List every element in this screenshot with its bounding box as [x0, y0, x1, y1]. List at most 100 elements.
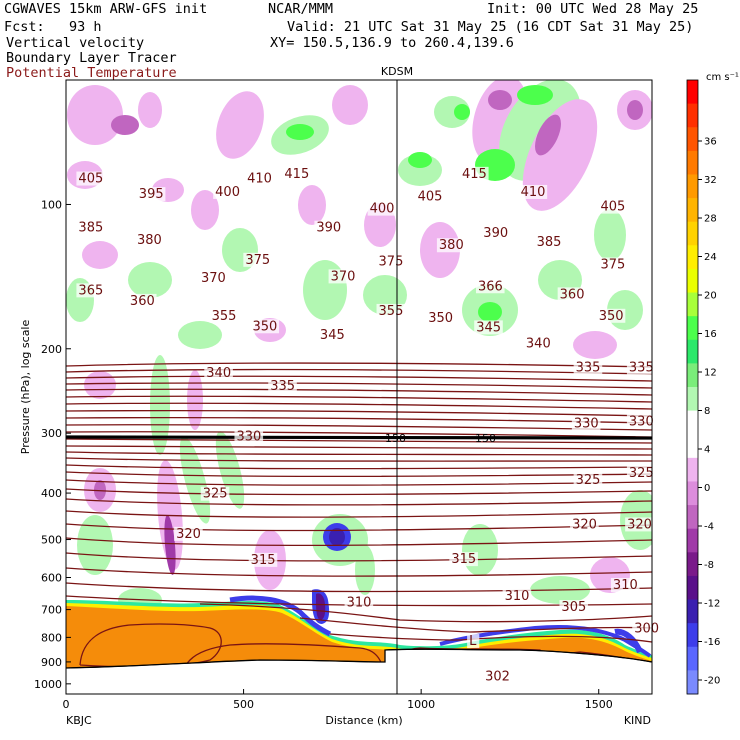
- colorbar-label: 32: [704, 175, 717, 186]
- theta-label: 345: [476, 320, 501, 335]
- theta-label: 330: [574, 417, 599, 432]
- theta-label: 405: [78, 172, 103, 187]
- y-tick-label: 200: [41, 343, 62, 356]
- theta-label-bg: [250, 319, 280, 334]
- theta-label: 325: [203, 487, 228, 502]
- theta-label: L: [469, 634, 477, 649]
- theta-label: 315: [251, 553, 276, 568]
- theta-label-bg: [436, 238, 466, 253]
- colorbar-swatch: [687, 434, 698, 459]
- theta-label-bg: [76, 220, 106, 235]
- colorbar-swatch: [687, 80, 698, 105]
- theta-label-bg: [204, 365, 233, 380]
- theta-label: 360: [560, 287, 585, 302]
- right-station-label: KIND: [624, 714, 651, 727]
- theta-label: 400: [370, 202, 395, 217]
- colorbar-swatch: [687, 292, 698, 317]
- theta-label-bg: [376, 254, 406, 269]
- theta-label: 350: [252, 319, 277, 334]
- theta-label-bg: [557, 287, 587, 302]
- theta-label-bg: [573, 473, 603, 488]
- plot-frame: [65, 79, 653, 695]
- theta-label: 330: [236, 430, 261, 445]
- theta-label: 345: [320, 328, 345, 343]
- theta-label-bg: [459, 166, 489, 181]
- theta-label: 310: [505, 589, 530, 604]
- theta-label-bg: [475, 279, 505, 294]
- y-tick-label: 500: [41, 534, 62, 547]
- theta-label-bg: [198, 270, 228, 285]
- theta-label-bg: [127, 293, 157, 308]
- theta-label-bg: [282, 166, 312, 181]
- y-tick-label: 100: [41, 198, 62, 211]
- colorbar-label: 20: [704, 291, 717, 302]
- theta-label-bg: [502, 589, 532, 604]
- theta-label: 335: [270, 379, 295, 394]
- theta-label-bg: [598, 199, 628, 214]
- theta-label-bg: [328, 269, 358, 284]
- field-boundary-layer-tracer: Boundary Layer Tracer: [6, 50, 177, 66]
- colorbar-swatch: [687, 150, 698, 175]
- theta-label-bg: [200, 486, 230, 501]
- theta-label-bg: [571, 416, 601, 431]
- colorbar-swatch: [687, 670, 698, 695]
- y-tick-label: 800: [41, 631, 62, 644]
- theta-labels: 405 415 415 410 410 405 405 395 400 400 385 380 390 3…: [76, 166, 661, 685]
- theta-label: 300: [634, 621, 659, 636]
- colorbar-swatch: [687, 552, 698, 577]
- theta-label-bg: [376, 303, 406, 318]
- theta-label-bg: [317, 328, 347, 343]
- theta-label: 302: [485, 670, 510, 685]
- theta-label-bg: [626, 414, 656, 429]
- colorbar-swatch: [687, 245, 698, 270]
- colorbar-swatch: [687, 387, 698, 412]
- theta-label-bg: [598, 257, 628, 272]
- theta-label-bg: [136, 187, 166, 202]
- colorbar-swatch: [687, 575, 698, 601]
- colorbar-swatch: [687, 174, 698, 199]
- theta-label: 310: [613, 578, 638, 593]
- model-title: CGWAVES 15km ARW-GFS init: [4, 1, 208, 17]
- theta-label: 380: [137, 233, 162, 248]
- colorbar-label: 36: [704, 137, 717, 148]
- theta-label-bg: [344, 595, 374, 610]
- theta-label-bg: [367, 201, 397, 216]
- colorbar-frame: [686, 79, 699, 695]
- theta-label: 340: [526, 337, 551, 352]
- colorbar-swatch: [687, 457, 698, 482]
- colorbar-swatch: [687, 198, 698, 223]
- colorbar-swatch: [687, 316, 698, 341]
- y-tick-label: 900: [41, 656, 62, 669]
- theta-label-bg: [213, 184, 242, 199]
- y-tick-label: 1000: [34, 678, 62, 691]
- theta-label-bg: [243, 252, 272, 267]
- theta-label-bg: [632, 621, 661, 636]
- theta-label: 340: [206, 366, 231, 381]
- theta-label: 320: [627, 517, 652, 532]
- theta-label-bg: [76, 283, 106, 298]
- theta-label-bg: [76, 171, 106, 186]
- theta-label-bg: [596, 308, 626, 323]
- theta-label: 390: [316, 221, 341, 236]
- theta-label-bg: [625, 517, 654, 532]
- org-label: NCAR/MMM: [268, 1, 334, 17]
- theta-label: 380: [439, 238, 464, 253]
- theta-label-bg: [518, 184, 548, 199]
- theta-label-bg: [268, 379, 297, 394]
- theta-label: 305: [561, 600, 586, 615]
- valid-time: Valid: 21 UTC Sat 31 May 25 (16 CDT Sat …: [287, 19, 694, 35]
- theta-label-bg: [610, 577, 640, 592]
- colorbar-label: -12: [704, 599, 720, 610]
- theta-label-bg: [314, 220, 343, 235]
- colorbar-swatch: [687, 599, 698, 624]
- colorbar-swatch: [687, 528, 698, 553]
- theta-label: 335: [629, 360, 654, 375]
- y-tick-label: 600: [41, 571, 62, 584]
- y-tick-label: 400: [41, 487, 62, 500]
- colorbar-label: 12: [704, 368, 717, 379]
- theta-label-bg: [234, 429, 264, 444]
- theta-label: 410: [247, 172, 272, 187]
- theta-label: 350: [599, 309, 624, 324]
- theta-label: 325: [629, 466, 654, 481]
- colorbar-label: -16: [704, 637, 720, 648]
